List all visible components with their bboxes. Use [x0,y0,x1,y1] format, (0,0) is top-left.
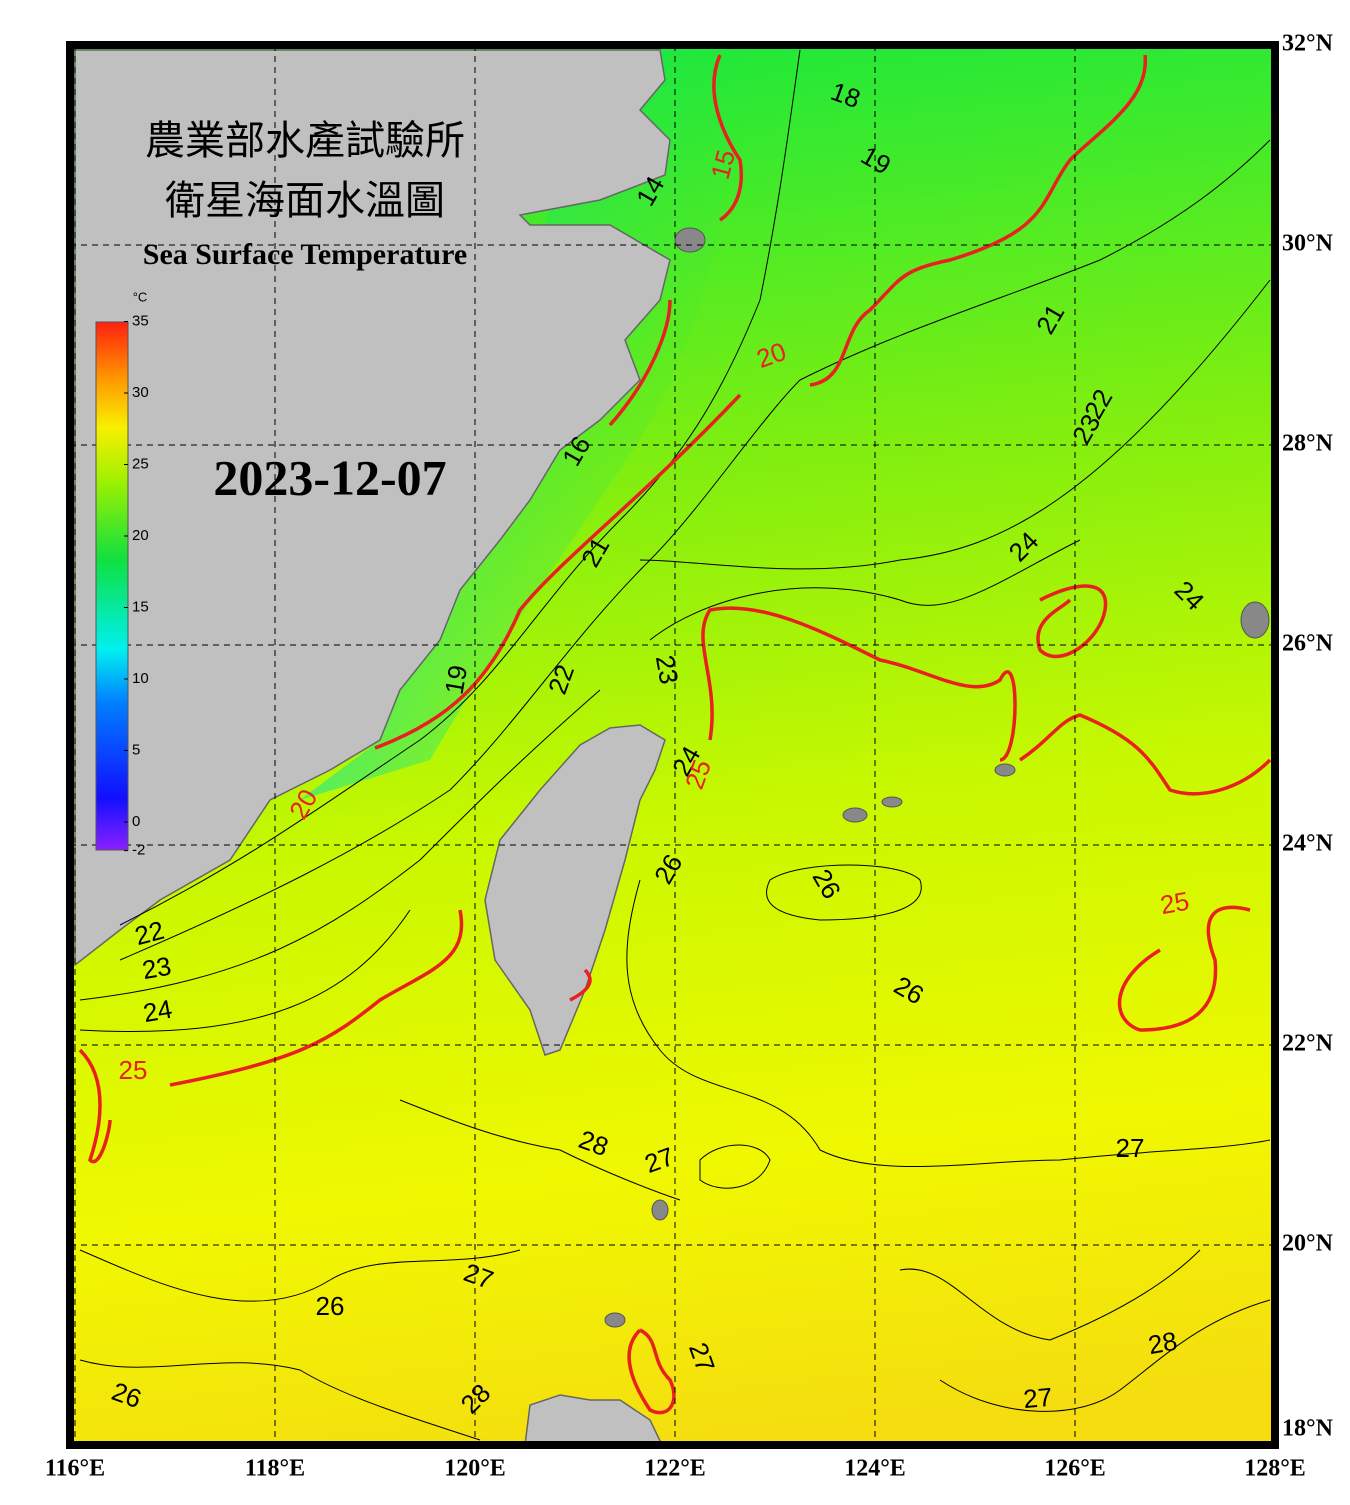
colorbar-tick-label: 25 [132,455,149,472]
map-frame [66,41,1279,1449]
lat-label: 32°N [1282,31,1334,57]
taiwan-land [484,724,666,1056]
luzon-land [524,1394,661,1441]
contours-5deg [78,54,1271,1415]
contour-label: 25 [1158,886,1192,921]
colorbar-tick-label: 20 [132,527,149,544]
colorbar-tick-label: 0 [132,813,140,830]
colorbar-tick-label: 5 [132,741,140,758]
lat-label: 22°N [1282,1031,1334,1057]
lat-label: 20°N [1282,1231,1334,1257]
lat-label: 28°N [1282,431,1334,457]
lon-label: 122°E [644,1456,706,1482]
colorbar-tick-label: 10 [132,670,149,687]
lon-label: 120°E [444,1456,506,1482]
contour-label: 28 [1146,1326,1180,1361]
colorbar-ticks: 35 30 25 20 15 10 5 0 -2 [124,312,149,859]
date: 2023-12-07 [213,449,446,505]
axes: 32°N 30°N 28°N 26°N 24°N 22°N 20°N 18°N 116°E 118… [45,31,1334,1482]
colorbar-unit: °C [133,289,148,304]
contour-label: 23 [650,653,685,687]
contour-label: 27 [1116,1133,1145,1163]
lon-label: 124°E [844,1456,906,1482]
lon-label: 118°E [245,1456,305,1482]
graticule [74,49,1271,1441]
colorbar-tick-label: 35 [132,312,149,329]
colorbar-tick-label: -2 [132,842,145,859]
lon-label: 116°E [45,1456,105,1482]
colorbar-tick-label: 30 [132,384,149,401]
contours [79,49,1271,1441]
islands [604,227,1270,1328]
lat-label: 24°N [1282,831,1334,857]
lat-label: 30°N [1282,231,1334,257]
lat-label: 26°N [1282,631,1334,657]
contour-label: 24 [141,994,175,1029]
contour-label: 19 [439,663,474,697]
contour-label: 26 [316,1291,345,1321]
contour-label: 23 [140,951,174,986]
contour-label: 25 [119,1055,148,1085]
lon-label: 128°E [1244,1456,1306,1482]
lat-label: 18°N [1282,1416,1334,1442]
title-en: Sea Surface Temperature [143,238,467,271]
title-zh: 農業部水產試驗所 [145,118,465,163]
china-land [74,49,671,967]
contour-label: 27 [1022,1382,1053,1414]
lon-label: 126°E [1044,1456,1106,1482]
colorbar-tick-label: 15 [132,598,149,615]
colorbar [95,321,129,851]
title-zh: 衛星海面水溫圖 [165,178,445,223]
